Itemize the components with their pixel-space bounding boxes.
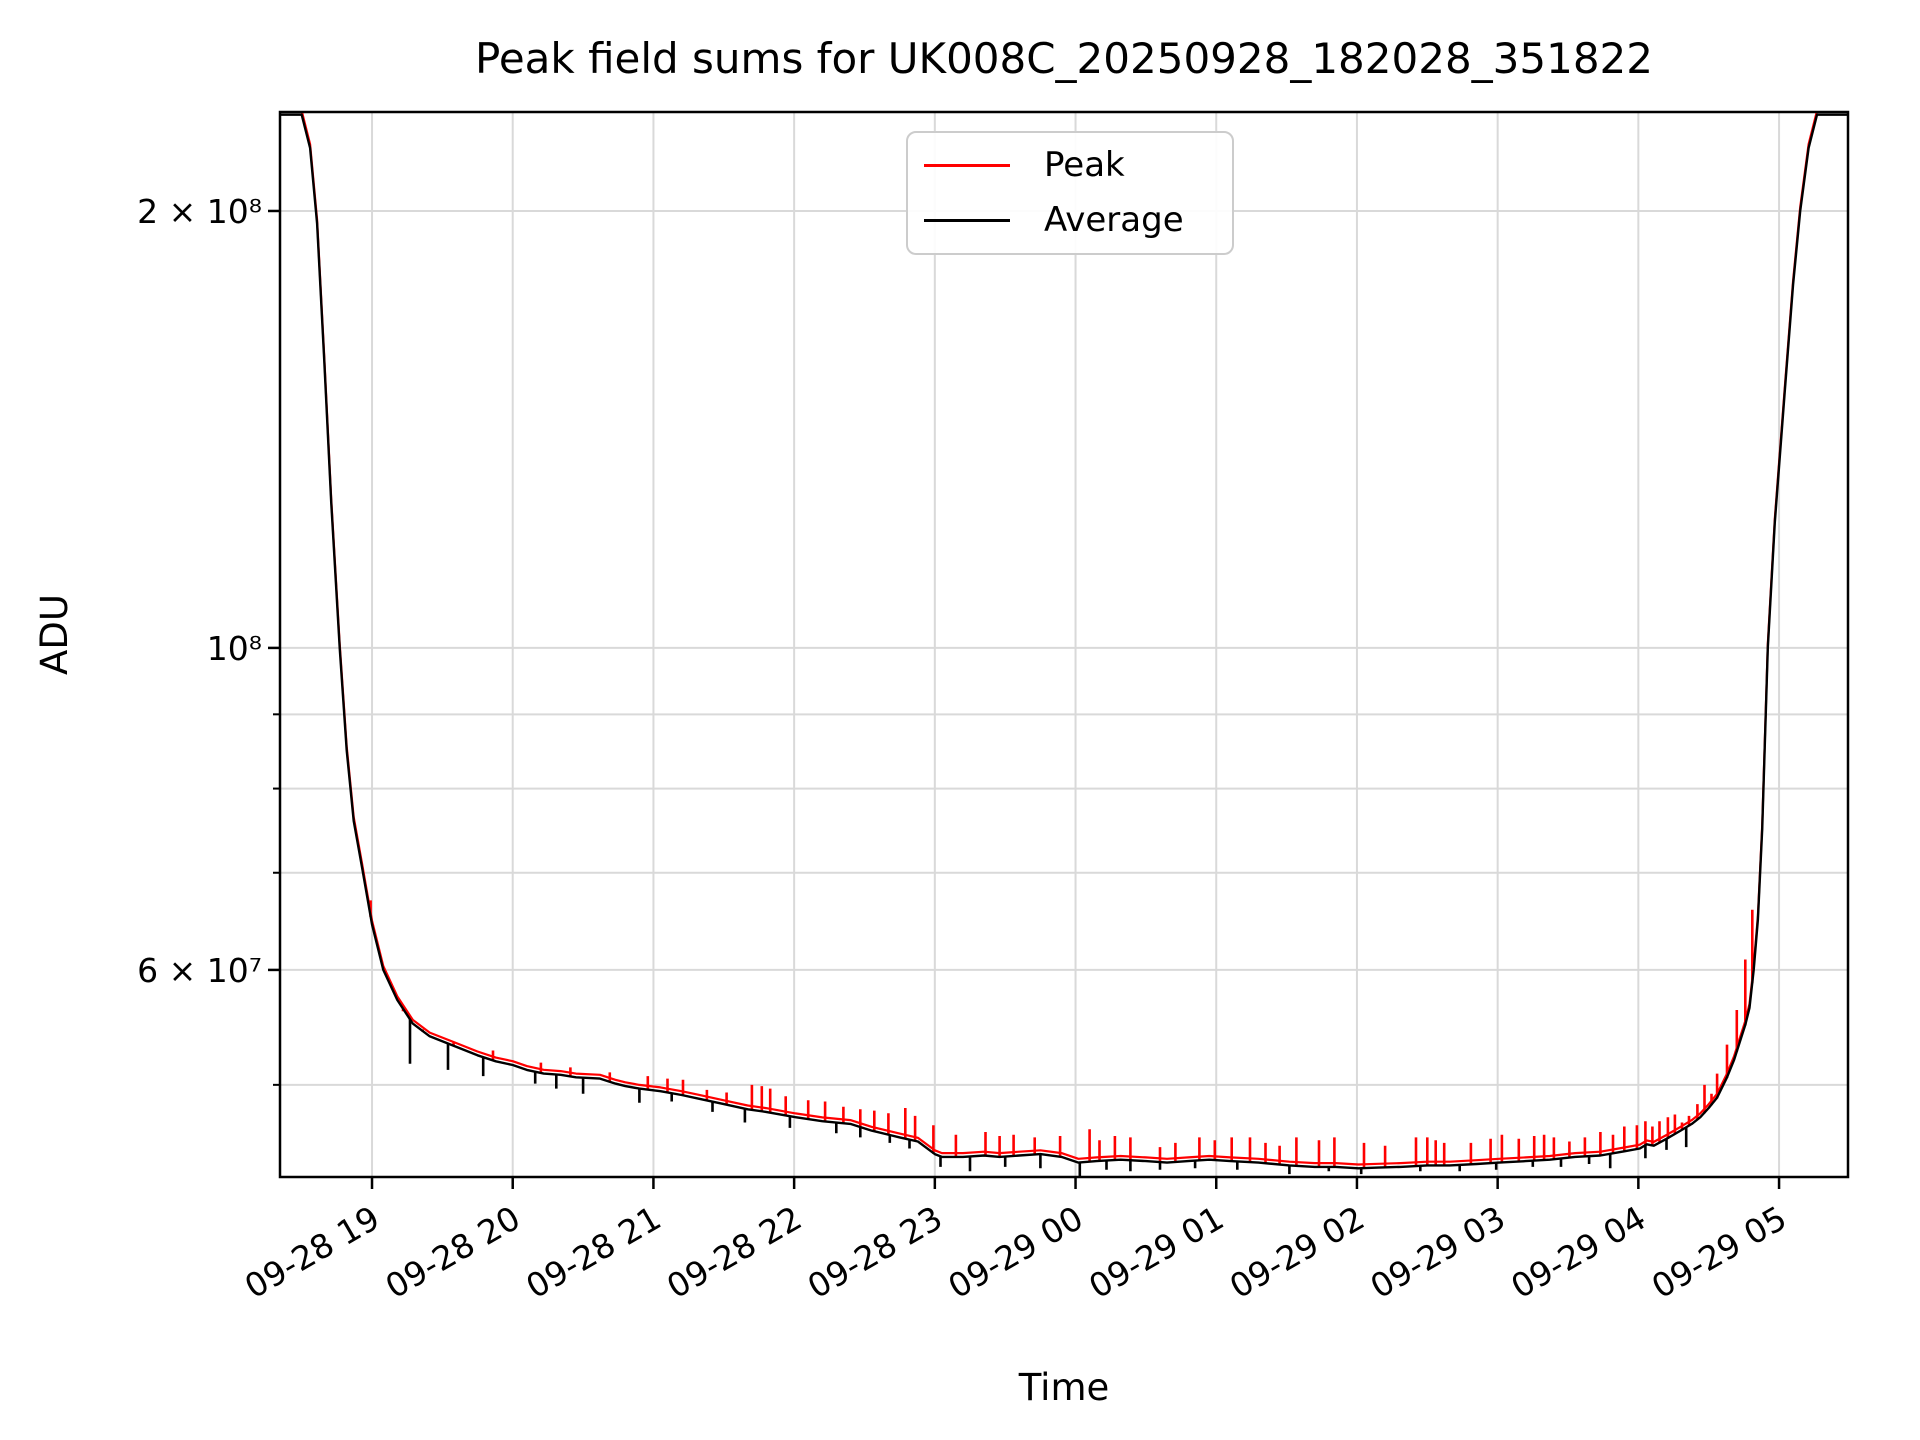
legend-label-average: Average	[1044, 199, 1184, 240]
average-dips	[408, 1019, 1688, 1177]
ticks	[268, 209, 1781, 1189]
y-tick-label: 6 × 10⁷	[137, 951, 262, 990]
y-tick-label: 10⁸	[207, 629, 262, 668]
legend: Peak Average	[906, 131, 1234, 255]
x-tick-label: 09-28 19	[238, 1198, 386, 1306]
x-tick-label: 09-28 23	[801, 1198, 949, 1306]
legend-label-peak: Peak	[1044, 145, 1125, 185]
y-tick-label: 2 × 10⁸	[137, 192, 262, 231]
y-axis-label: ADU	[32, 594, 76, 675]
plot-frame	[278, 110, 1850, 1179]
x-tick-label: 09-28 22	[660, 1198, 808, 1306]
peak-spikes	[369, 900, 1754, 1169]
chart-title: Peak field sums for UK008C_20250928_1820…	[474, 34, 1653, 83]
x-tick-label: 09-29 04	[1504, 1198, 1652, 1306]
peak-line	[280, 111, 1848, 1166]
gridlines	[280, 112, 1848, 1177]
average-line-sample-icon	[924, 218, 1010, 222]
x-tick-label: 09-29 01	[1082, 1198, 1230, 1306]
x-tick-label: 09-29 03	[1364, 1198, 1512, 1306]
x-tick-label: 09-28 20	[379, 1198, 527, 1306]
x-tick-label: 09-29 00	[942, 1198, 1090, 1306]
peak-line-sample-icon	[924, 163, 1010, 167]
x-tick-label: 09-29 05	[1645, 1198, 1793, 1306]
x-tick-label: 09-29 02	[1223, 1198, 1371, 1306]
legend-item-peak: Peak	[924, 145, 1214, 186]
x-tick-label: 09-28 21	[519, 1198, 667, 1306]
x-axis-label: Time	[1018, 1366, 1110, 1409]
average-line	[280, 113, 1848, 1170]
legend-item-average: Average	[924, 200, 1214, 241]
